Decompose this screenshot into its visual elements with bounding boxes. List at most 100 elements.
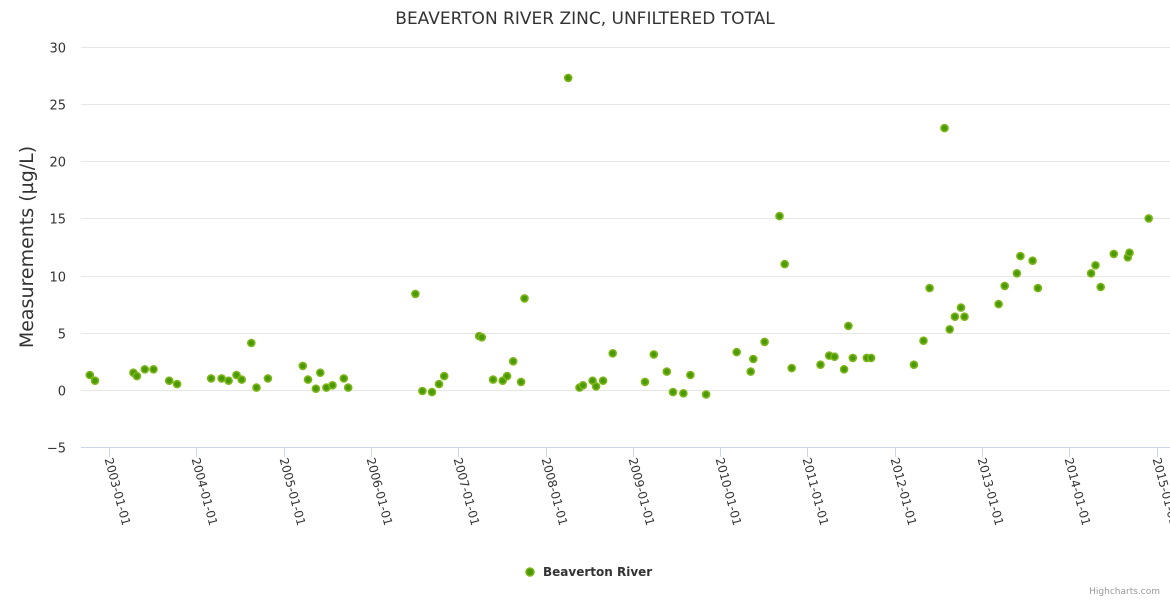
- data-point[interactable]: [427, 387, 437, 397]
- data-point[interactable]: [1016, 251, 1025, 261]
- data-point[interactable]: [940, 123, 949, 133]
- data-point[interactable]: [1086, 268, 1096, 278]
- legend-item-beaverton-river[interactable]: Beaverton River: [543, 565, 652, 579]
- data-point[interactable]: [748, 354, 758, 364]
- y-tick-label: −5: [47, 442, 66, 457]
- data-point[interactable]: [315, 368, 325, 378]
- data-point[interactable]: [232, 370, 241, 380]
- x-tick-label: 2011-01-01: [800, 456, 832, 527]
- data-point[interactable]: [1033, 283, 1043, 293]
- data-point[interactable]: [945, 324, 955, 334]
- data-point[interactable]: [502, 371, 512, 381]
- data-point[interactable]: [640, 377, 650, 387]
- x-tick-label: 2003-01-01: [102, 456, 134, 527]
- data-point[interactable]: [237, 375, 246, 384]
- data-point[interactable]: [668, 387, 678, 397]
- data-point[interactable]: [217, 374, 226, 383]
- legend[interactable]: Beaverton River: [525, 565, 652, 579]
- data-point[interactable]: [164, 376, 174, 386]
- data-point[interactable]: [434, 379, 444, 389]
- data-point[interactable]: [520, 294, 529, 303]
- data-point[interactable]: [909, 360, 919, 370]
- data-point[interactable]: [732, 347, 742, 357]
- data-point[interactable]: [686, 370, 695, 380]
- data-point[interactable]: [844, 321, 853, 331]
- y-axis-title: Measurements (µg/L): [16, 146, 38, 348]
- y-tick-label: 10: [49, 271, 66, 286]
- data-point[interactable]: [1144, 214, 1153, 223]
- data-point[interactable]: [508, 356, 518, 366]
- x-tick-label: 2015-01-01: [1150, 456, 1170, 527]
- data-point[interactable]: [662, 367, 672, 376]
- data-point[interactable]: [1109, 249, 1119, 259]
- credits-link[interactable]: Highcharts.com: [1089, 587, 1160, 597]
- x-tick-label: 2010-01-01: [713, 456, 745, 527]
- data-point[interactable]: [298, 361, 308, 371]
- x-tick-label: 2007-01-01: [451, 456, 483, 527]
- data-point[interactable]: [252, 383, 261, 392]
- x-tick-label: 2009-01-01: [626, 456, 658, 527]
- y-tick-label: 30: [49, 42, 66, 57]
- data-point[interactable]: [516, 377, 526, 387]
- data-point[interactable]: [760, 337, 769, 347]
- data-point[interactable]: [701, 390, 711, 399]
- data-point[interactable]: [343, 383, 353, 392]
- data-point[interactable]: [311, 384, 321, 394]
- data-point[interactable]: [775, 211, 784, 221]
- data-point[interactable]: [598, 376, 608, 386]
- legend-marker: [525, 567, 535, 577]
- data-point[interactable]: [149, 364, 158, 374]
- data-point[interactable]: [263, 374, 273, 383]
- x-tick-label: 2013-01-01: [975, 456, 1007, 527]
- data-point[interactable]: [303, 375, 313, 384]
- data-point[interactable]: [1125, 248, 1134, 257]
- data-point[interactable]: [488, 375, 498, 384]
- data-point[interactable]: [411, 289, 420, 299]
- data-point[interactable]: [206, 374, 216, 383]
- y-tick-label: 20: [49, 156, 66, 171]
- data-point[interactable]: [224, 376, 233, 386]
- data-point[interactable]: [866, 353, 876, 363]
- data-point[interactable]: [132, 371, 142, 381]
- data-point[interactable]: [608, 348, 618, 358]
- data-point[interactable]: [956, 303, 966, 312]
- data-point[interactable]: [1028, 256, 1037, 266]
- data-point[interactable]: [746, 367, 756, 376]
- data-point[interactable]: [816, 360, 825, 370]
- data-point[interactable]: [848, 353, 858, 363]
- data-point[interactable]: [328, 380, 337, 390]
- data-point[interactable]: [339, 374, 349, 383]
- data-point[interactable]: [140, 364, 150, 374]
- data-point[interactable]: [839, 364, 849, 374]
- data-point[interactable]: [439, 371, 449, 381]
- data-point[interactable]: [563, 73, 573, 83]
- data-point[interactable]: [830, 352, 839, 362]
- data-point[interactable]: [780, 259, 790, 269]
- y-tick-labels: −5 0 5 10 15 20 25 30: [47, 42, 66, 457]
- data-point[interactable]: [90, 376, 100, 386]
- data-point[interactable]: [172, 379, 182, 389]
- data-point[interactable]: [247, 338, 256, 348]
- data-point[interactable]: [679, 388, 688, 398]
- data-point[interactable]: [1096, 282, 1105, 292]
- series-beaverton-river[interactable]: [85, 73, 1153, 399]
- data-point[interactable]: [1091, 260, 1100, 270]
- data-point[interactable]: [925, 283, 934, 293]
- y-tick-label: 5: [58, 328, 66, 343]
- data-point[interactable]: [418, 386, 427, 396]
- data-point[interactable]: [1000, 281, 1010, 291]
- data-point[interactable]: [950, 312, 960, 322]
- x-tick-label: 2014-01-01: [1062, 456, 1094, 527]
- data-point[interactable]: [591, 382, 601, 391]
- data-point[interactable]: [477, 332, 487, 342]
- data-point[interactable]: [85, 370, 95, 380]
- y-tick-label: 15: [49, 213, 66, 228]
- data-point[interactable]: [787, 363, 797, 373]
- data-point[interactable]: [919, 336, 928, 346]
- data-point[interactable]: [578, 380, 588, 390]
- data-point[interactable]: [994, 299, 1003, 309]
- data-point[interactable]: [1012, 268, 1022, 278]
- data-point[interactable]: [960, 312, 969, 322]
- data-point[interactable]: [649, 350, 659, 359]
